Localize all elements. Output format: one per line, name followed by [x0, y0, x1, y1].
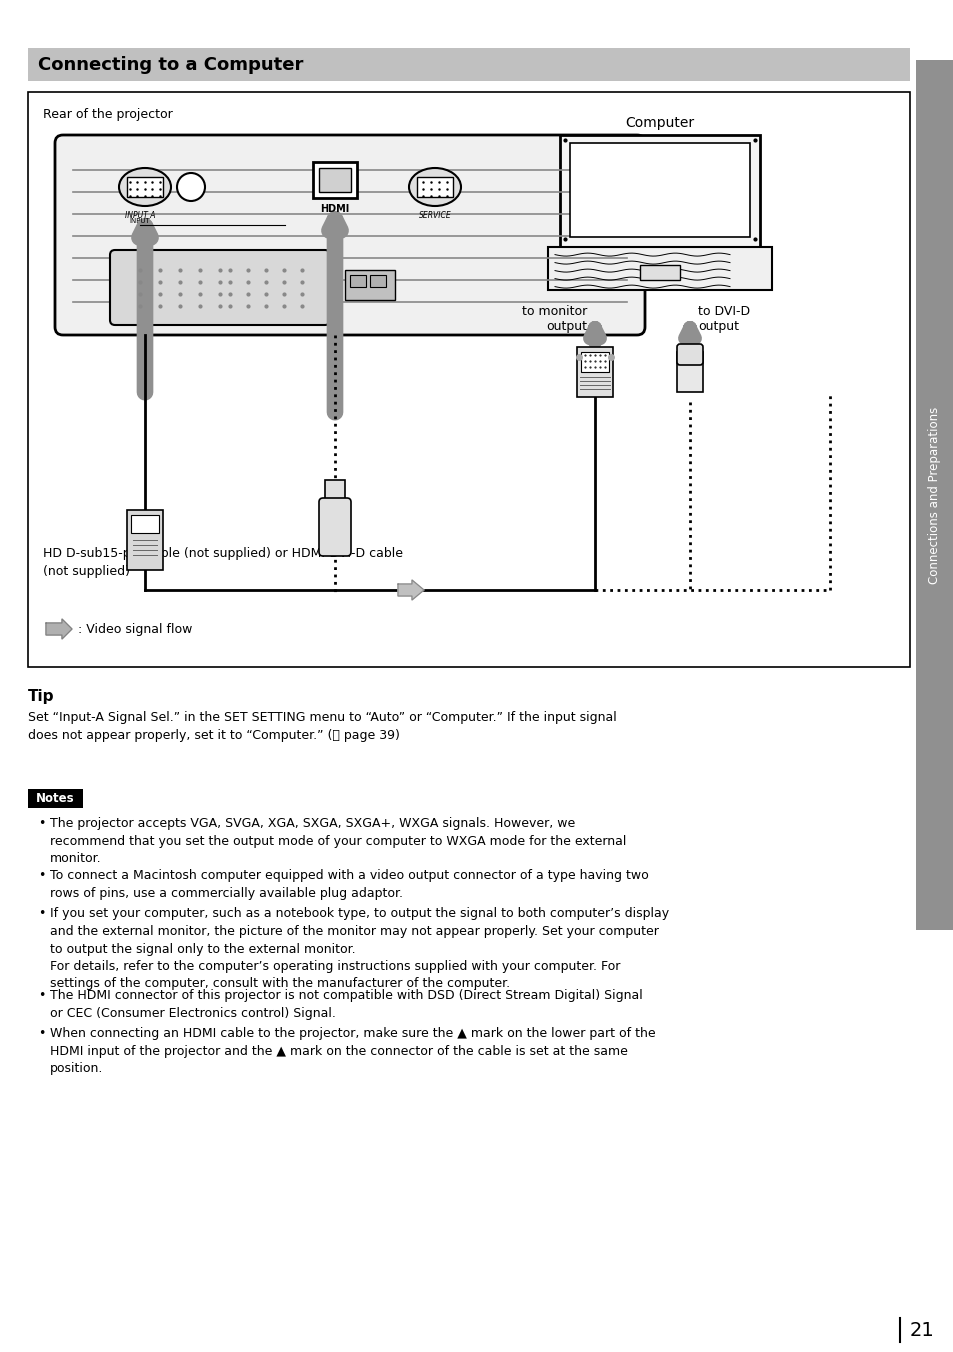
Text: INPUT: INPUT — [130, 218, 151, 224]
Text: INPUT A: INPUT A — [125, 211, 155, 220]
Text: •: • — [38, 990, 46, 1002]
Text: •: • — [38, 869, 46, 883]
Bar — [127, 510, 163, 571]
Text: Set “Input-A Signal Sel.” in the SET SETTING menu to “Auto” or “Computer.” If th: Set “Input-A Signal Sel.” in the SET SET… — [28, 711, 616, 742]
Bar — [345, 270, 395, 300]
Text: •: • — [38, 907, 46, 921]
Ellipse shape — [177, 173, 205, 201]
Bar — [325, 480, 345, 510]
Bar — [28, 790, 83, 808]
Bar — [577, 347, 613, 397]
Text: to DVI-D
output: to DVI-D output — [698, 306, 749, 333]
Text: To connect a Macintosh computer equipped with a video output connector of a type: To connect a Macintosh computer equipped… — [50, 869, 648, 900]
Text: The HDMI connector of this projector is not compatible with DSD (Direct Stream D: The HDMI connector of this projector is … — [50, 990, 642, 1019]
Bar — [370, 274, 386, 287]
Bar — [416, 177, 453, 197]
Ellipse shape — [409, 168, 460, 206]
Bar — [318, 168, 351, 192]
Bar — [580, 352, 608, 372]
FancyBboxPatch shape — [318, 498, 351, 556]
Ellipse shape — [119, 168, 171, 206]
Bar — [313, 162, 356, 197]
Bar — [547, 246, 771, 289]
Text: Connecting to a Computer: Connecting to a Computer — [38, 55, 303, 73]
Bar — [28, 49, 909, 81]
Text: to monitor
output: to monitor output — [521, 306, 586, 333]
Bar — [639, 265, 679, 280]
Bar — [569, 143, 749, 237]
Polygon shape — [46, 619, 71, 639]
Bar — [28, 92, 909, 667]
Bar — [350, 274, 366, 287]
Text: Computer: Computer — [625, 116, 694, 130]
Text: HDMI: HDMI — [320, 204, 349, 214]
Bar — [127, 177, 163, 197]
Text: HD D-sub15-pin cable (not supplied) or HDMI-DVI-D cable
(not supplied): HD D-sub15-pin cable (not supplied) or H… — [43, 548, 402, 579]
Text: If you set your computer, such as a notebook type, to output the signal to both : If you set your computer, such as a note… — [50, 907, 668, 991]
Text: Tip: Tip — [28, 690, 54, 704]
Bar — [131, 515, 159, 533]
Text: 21: 21 — [909, 1321, 934, 1340]
Bar — [559, 135, 760, 246]
Text: Notes: Notes — [36, 792, 74, 804]
Text: When connecting an HDMI cable to the projector, make sure the ▲ mark on the lowe: When connecting an HDMI cable to the pro… — [50, 1028, 655, 1075]
Polygon shape — [397, 580, 423, 600]
Text: The projector accepts VGA, SVGA, XGA, SXGA, SXGA+, WXGA signals. However, we
rec: The projector accepts VGA, SVGA, XGA, SX… — [50, 817, 626, 865]
Bar — [677, 352, 702, 392]
Bar — [915, 59, 953, 930]
Text: •: • — [38, 1028, 46, 1040]
FancyBboxPatch shape — [110, 250, 330, 324]
FancyBboxPatch shape — [677, 343, 702, 365]
Text: SERVICE: SERVICE — [418, 211, 451, 220]
Text: : Video signal flow: : Video signal flow — [78, 622, 193, 635]
FancyBboxPatch shape — [55, 135, 644, 335]
Text: •: • — [38, 817, 46, 830]
Text: Rear of the projector: Rear of the projector — [43, 108, 172, 120]
Text: Connections and Preparations: Connections and Preparations — [927, 407, 941, 584]
